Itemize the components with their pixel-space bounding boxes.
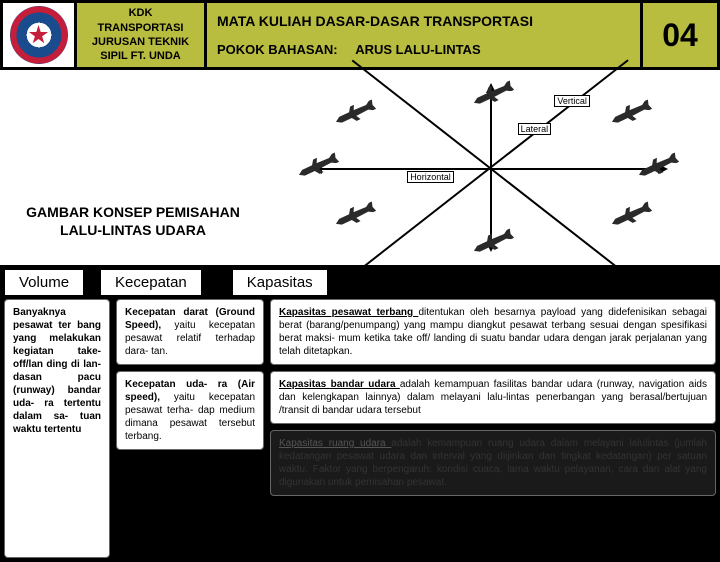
tabs-row: Volume Kecepatan Kapasitas <box>0 269 720 295</box>
plane-icon <box>636 150 681 182</box>
plane-icon <box>332 198 377 230</box>
diagram-caption: GAMBAR KONSEP PEMISAHAN LALU-LINTAS UDAR… <box>0 70 260 265</box>
course-title: MATA KULIAH DASAR-DASAR TRANSPORTASI <box>217 13 630 29</box>
university-logo <box>10 6 68 64</box>
kap3-title: Kapasitas ruang udara <box>279 438 391 449</box>
plane-icon <box>332 97 377 129</box>
kapasitas-bandar-box: Kapasitas bandar udara adalah kemampuan … <box>270 371 716 424</box>
topic-value: ARUS LALU-LINTAS <box>355 42 480 57</box>
plane-icon <box>295 150 340 182</box>
dept-line2: TRANSPORTASI <box>98 21 184 35</box>
kap2-title: Kapasitas bandar udara <box>279 379 400 390</box>
department-cell: KDK TRANSPORTASI JURUSAN TEKNIK SIPIL FT… <box>77 3 207 67</box>
topic-row: POKOK BAHASAN: ARUS LALU-LINTAS <box>217 42 630 57</box>
dept-line4: SIPIL FT. UNDA <box>100 49 180 63</box>
air-traffic-diagram: Lateral Vertical Horizontal <box>260 70 720 265</box>
kap1-title: Kapasitas pesawat terbang <box>279 307 418 318</box>
title-cell: MATA KULIAH DASAR-DASAR TRANSPORTASI POK… <box>207 3 643 67</box>
diagram-area: GAMBAR KONSEP PEMISAHAN LALU-LINTAS UDAR… <box>0 70 720 265</box>
volume-box: Banyaknya pesawat ter bang yang melakuka… <box>4 299 110 558</box>
volume-text: Banyaknya pesawat ter bang yang melakuka… <box>13 307 101 435</box>
plane-icon <box>608 97 653 129</box>
kapasitas-ruang-box: Kapasitas ruang udara adalah kemampuan r… <box>270 430 716 496</box>
dept-line3: JURUSAN TEKNIK <box>92 35 189 49</box>
tab-kapasitas: Kapasitas <box>232 269 328 295</box>
kapasitas-pesawat-box: Kapasitas pesawat terbang ditentukan ole… <box>270 299 716 365</box>
topic-label: POKOK BAHASAN: <box>217 42 338 57</box>
logo-cell <box>3 3 77 67</box>
kapasitas-col: Kapasitas pesawat terbang ditentukan ole… <box>270 299 716 558</box>
label-vertical: Vertical <box>554 95 590 107</box>
kecepatan-darat-box: Kecepatan darat (Ground Speed), yaitu ke… <box>116 299 264 365</box>
header-bar: KDK TRANSPORTASI JURUSAN TEKNIK SIPIL FT… <box>0 0 720 70</box>
tab-kecepatan: Kecepatan <box>100 269 202 295</box>
label-lateral: Lateral <box>518 123 552 135</box>
plane-icon <box>608 198 653 230</box>
tab-volume: Volume <box>4 269 84 295</box>
content-row: Banyaknya pesawat ter bang yang melakuka… <box>0 295 720 562</box>
kecepatan-col: Kecepatan darat (Ground Speed), yaitu ke… <box>116 299 264 558</box>
slide-number: 04 <box>643 3 717 67</box>
kecepatan-udara-box: Kecepatan uda- ra (Air speed), yaitu kec… <box>116 371 264 450</box>
dept-line1: KDK <box>129 6 153 20</box>
label-horizontal: Horizontal <box>407 171 454 183</box>
